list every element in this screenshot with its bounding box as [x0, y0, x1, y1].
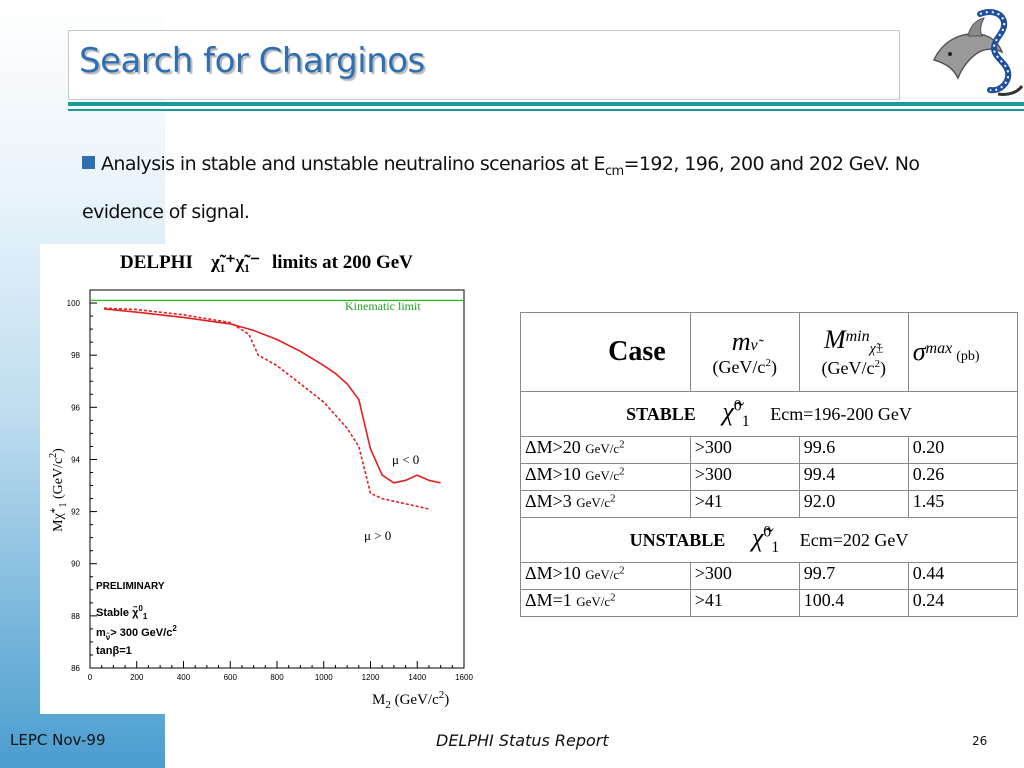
- kinematic-limit-label: Kinematic limit: [345, 299, 421, 313]
- sigma-cell: 1.45: [907, 490, 1019, 518]
- series-line--0: [103, 307, 430, 510]
- stable-label: Stable χ̃01: [96, 604, 148, 621]
- mu-positive-label: μ > 0: [364, 528, 391, 543]
- x-tick-label: 1000: [315, 673, 333, 682]
- m-cell: >41: [689, 490, 800, 518]
- x-tick-label: 0: [88, 673, 93, 682]
- dm-cell: ΔM>10 GeV/c2: [520, 562, 691, 590]
- bullet-paragraph: Analysis in stable and unstable neutrali…: [82, 153, 920, 223]
- plot-title-suffix: limits at 200 GeV: [272, 252, 413, 273]
- stable-ecm: Ecm=196-200 GeV: [770, 403, 912, 424]
- mmin-cell: 99.7: [798, 562, 909, 590]
- y-tick-label: 86: [71, 664, 80, 673]
- chargino-limit-plot: DELPHI χ̃₁⁺χ̃₁⁻ limits at 200 GeV Mχ̃+1 …: [40, 244, 480, 714]
- table-row: ΔM>10 GeV/c2 >300 99.4 0.26: [520, 463, 1019, 491]
- footer-center: DELPHI Status Report: [436, 731, 609, 750]
- results-table: Case mν̃ (GeV/c2) Mminχ̃± (GeV/c2) σmax(…: [520, 312, 1019, 617]
- mmin-cell: 100.4: [798, 589, 909, 617]
- sigma-cell: 0.24: [907, 589, 1019, 617]
- plot-curves: [90, 299, 464, 510]
- series-line--0: [103, 308, 441, 484]
- sigma-cell: 0.20: [907, 436, 1019, 464]
- dm-cell: ΔM>10 GeV/c2: [520, 463, 691, 491]
- bullet-square-icon: [82, 156, 95, 169]
- table-row: ΔM>10 GeV/c2 >300 99.7 0.44: [520, 562, 1019, 590]
- x-tick-label: 600: [224, 673, 238, 682]
- table-header-row: Case mν̃ (GeV/c2) Mminχ̃± (GeV/c2) σmax(…: [520, 312, 1019, 392]
- mmin-cell: 92.0: [798, 490, 909, 518]
- table-row: ΔM=1 GeV/c2 >41 100.4 0.24: [520, 589, 1019, 617]
- header-case: Case: [520, 312, 691, 392]
- stable-label: STABLE: [626, 403, 696, 424]
- x-axis-label: M2 (GeV/c2): [372, 689, 449, 711]
- plot-title: DELPHI: [120, 252, 193, 273]
- mmin-cell: 99.4: [798, 463, 909, 491]
- table-row: ΔM>20 GeV/c2 >300 99.6 0.20: [520, 436, 1019, 464]
- mu-negative-label: μ < 0: [392, 452, 419, 467]
- plot-ticks: 0 200 400 600 800 1000 1200 1400 1600 86 88 90 92 94 9…: [67, 289, 473, 682]
- x-tick-label: 800: [270, 673, 284, 682]
- dolphin-logo-icon: [932, 9, 1024, 96]
- header-sigma-max: σmax (pb): [907, 312, 1019, 392]
- title-rule-thick: [68, 102, 1024, 106]
- unstable-label: UNSTABLE: [629, 529, 726, 550]
- title-rule-thin: [68, 109, 1024, 111]
- unstable-section-row: UNSTABLE χ̃01 Ecm=202 GeV: [520, 517, 1018, 563]
- page-number: 26: [972, 734, 988, 748]
- x-tick-label: 200: [130, 673, 144, 682]
- m-cell: >300: [689, 463, 800, 491]
- mnu-label: mν̃> 300 GeV/c2: [96, 624, 177, 642]
- x-tick-label: 400: [177, 673, 191, 682]
- plot-title-chi: χ̃₁⁺χ̃₁⁻: [210, 252, 260, 273]
- unstable-ecm: Ecm=202 GeV: [799, 529, 909, 550]
- sigma-cell: 0.44: [907, 562, 1019, 590]
- x-tick-label: 1400: [408, 673, 426, 682]
- y-tick-label: 94: [71, 455, 80, 464]
- neutralino-symbol: χ̃01: [751, 522, 780, 557]
- title-box: Search for Charginos: [68, 30, 900, 100]
- x-tick-label: 1600: [455, 673, 473, 682]
- m-cell: >300: [689, 436, 800, 464]
- sigma-cell: 0.26: [907, 463, 1019, 491]
- y-tick-label: 88: [71, 612, 80, 621]
- header-m-chargino-min: Mminχ̃± (GeV/c2): [798, 312, 909, 392]
- slide-title: Search for Charginos: [79, 41, 425, 81]
- dm-cell: ΔM>3 GeV/c2: [520, 490, 691, 518]
- preliminary-label: PRELIMINARY: [96, 581, 165, 592]
- dm-cell: ΔM>20 GeV/c2: [520, 436, 691, 464]
- header-m-sneutrino: mν̃ (GeV/c2): [689, 312, 800, 392]
- tanb-label: tanβ=1: [96, 645, 132, 657]
- y-tick-label: 92: [71, 508, 80, 517]
- m-cell: >41: [689, 589, 800, 617]
- stable-section-row: STABLE χ̃01 Ecm=196-200 GeV: [520, 391, 1018, 437]
- y-axis-label: Mχ̃+1 (GeV/c2): [48, 448, 69, 532]
- table-row: ΔM>3 GeV/c2 >41 92.0 1.45: [520, 490, 1019, 518]
- y-tick-label: 90: [71, 560, 80, 569]
- neutralino-symbol: χ̃01: [722, 396, 750, 431]
- y-tick-label: 96: [71, 403, 80, 412]
- x-tick-label: 1200: [362, 673, 380, 682]
- footer-left: LEPC Nov-99: [10, 731, 106, 749]
- mmin-cell: 99.6: [798, 436, 909, 464]
- m-cell: >300: [689, 562, 800, 590]
- y-tick-label: 98: [71, 351, 80, 360]
- dm-cell: ΔM=1 GeV/c2: [520, 589, 691, 617]
- y-tick-label: 100: [67, 299, 81, 308]
